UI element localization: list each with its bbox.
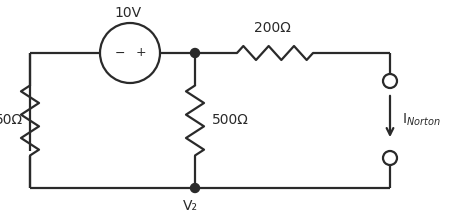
Text: −: − <box>115 46 125 59</box>
Text: +: + <box>136 46 146 59</box>
Circle shape <box>191 49 200 58</box>
Text: 500Ω: 500Ω <box>212 113 249 127</box>
Text: 10V: 10V <box>114 6 142 20</box>
Text: I$_{Norton}$: I$_{Norton}$ <box>402 112 441 128</box>
Text: 200Ω: 200Ω <box>254 21 291 35</box>
Text: 50Ω: 50Ω <box>0 113 23 127</box>
Circle shape <box>191 184 200 193</box>
Text: V₂: V₂ <box>182 199 198 213</box>
